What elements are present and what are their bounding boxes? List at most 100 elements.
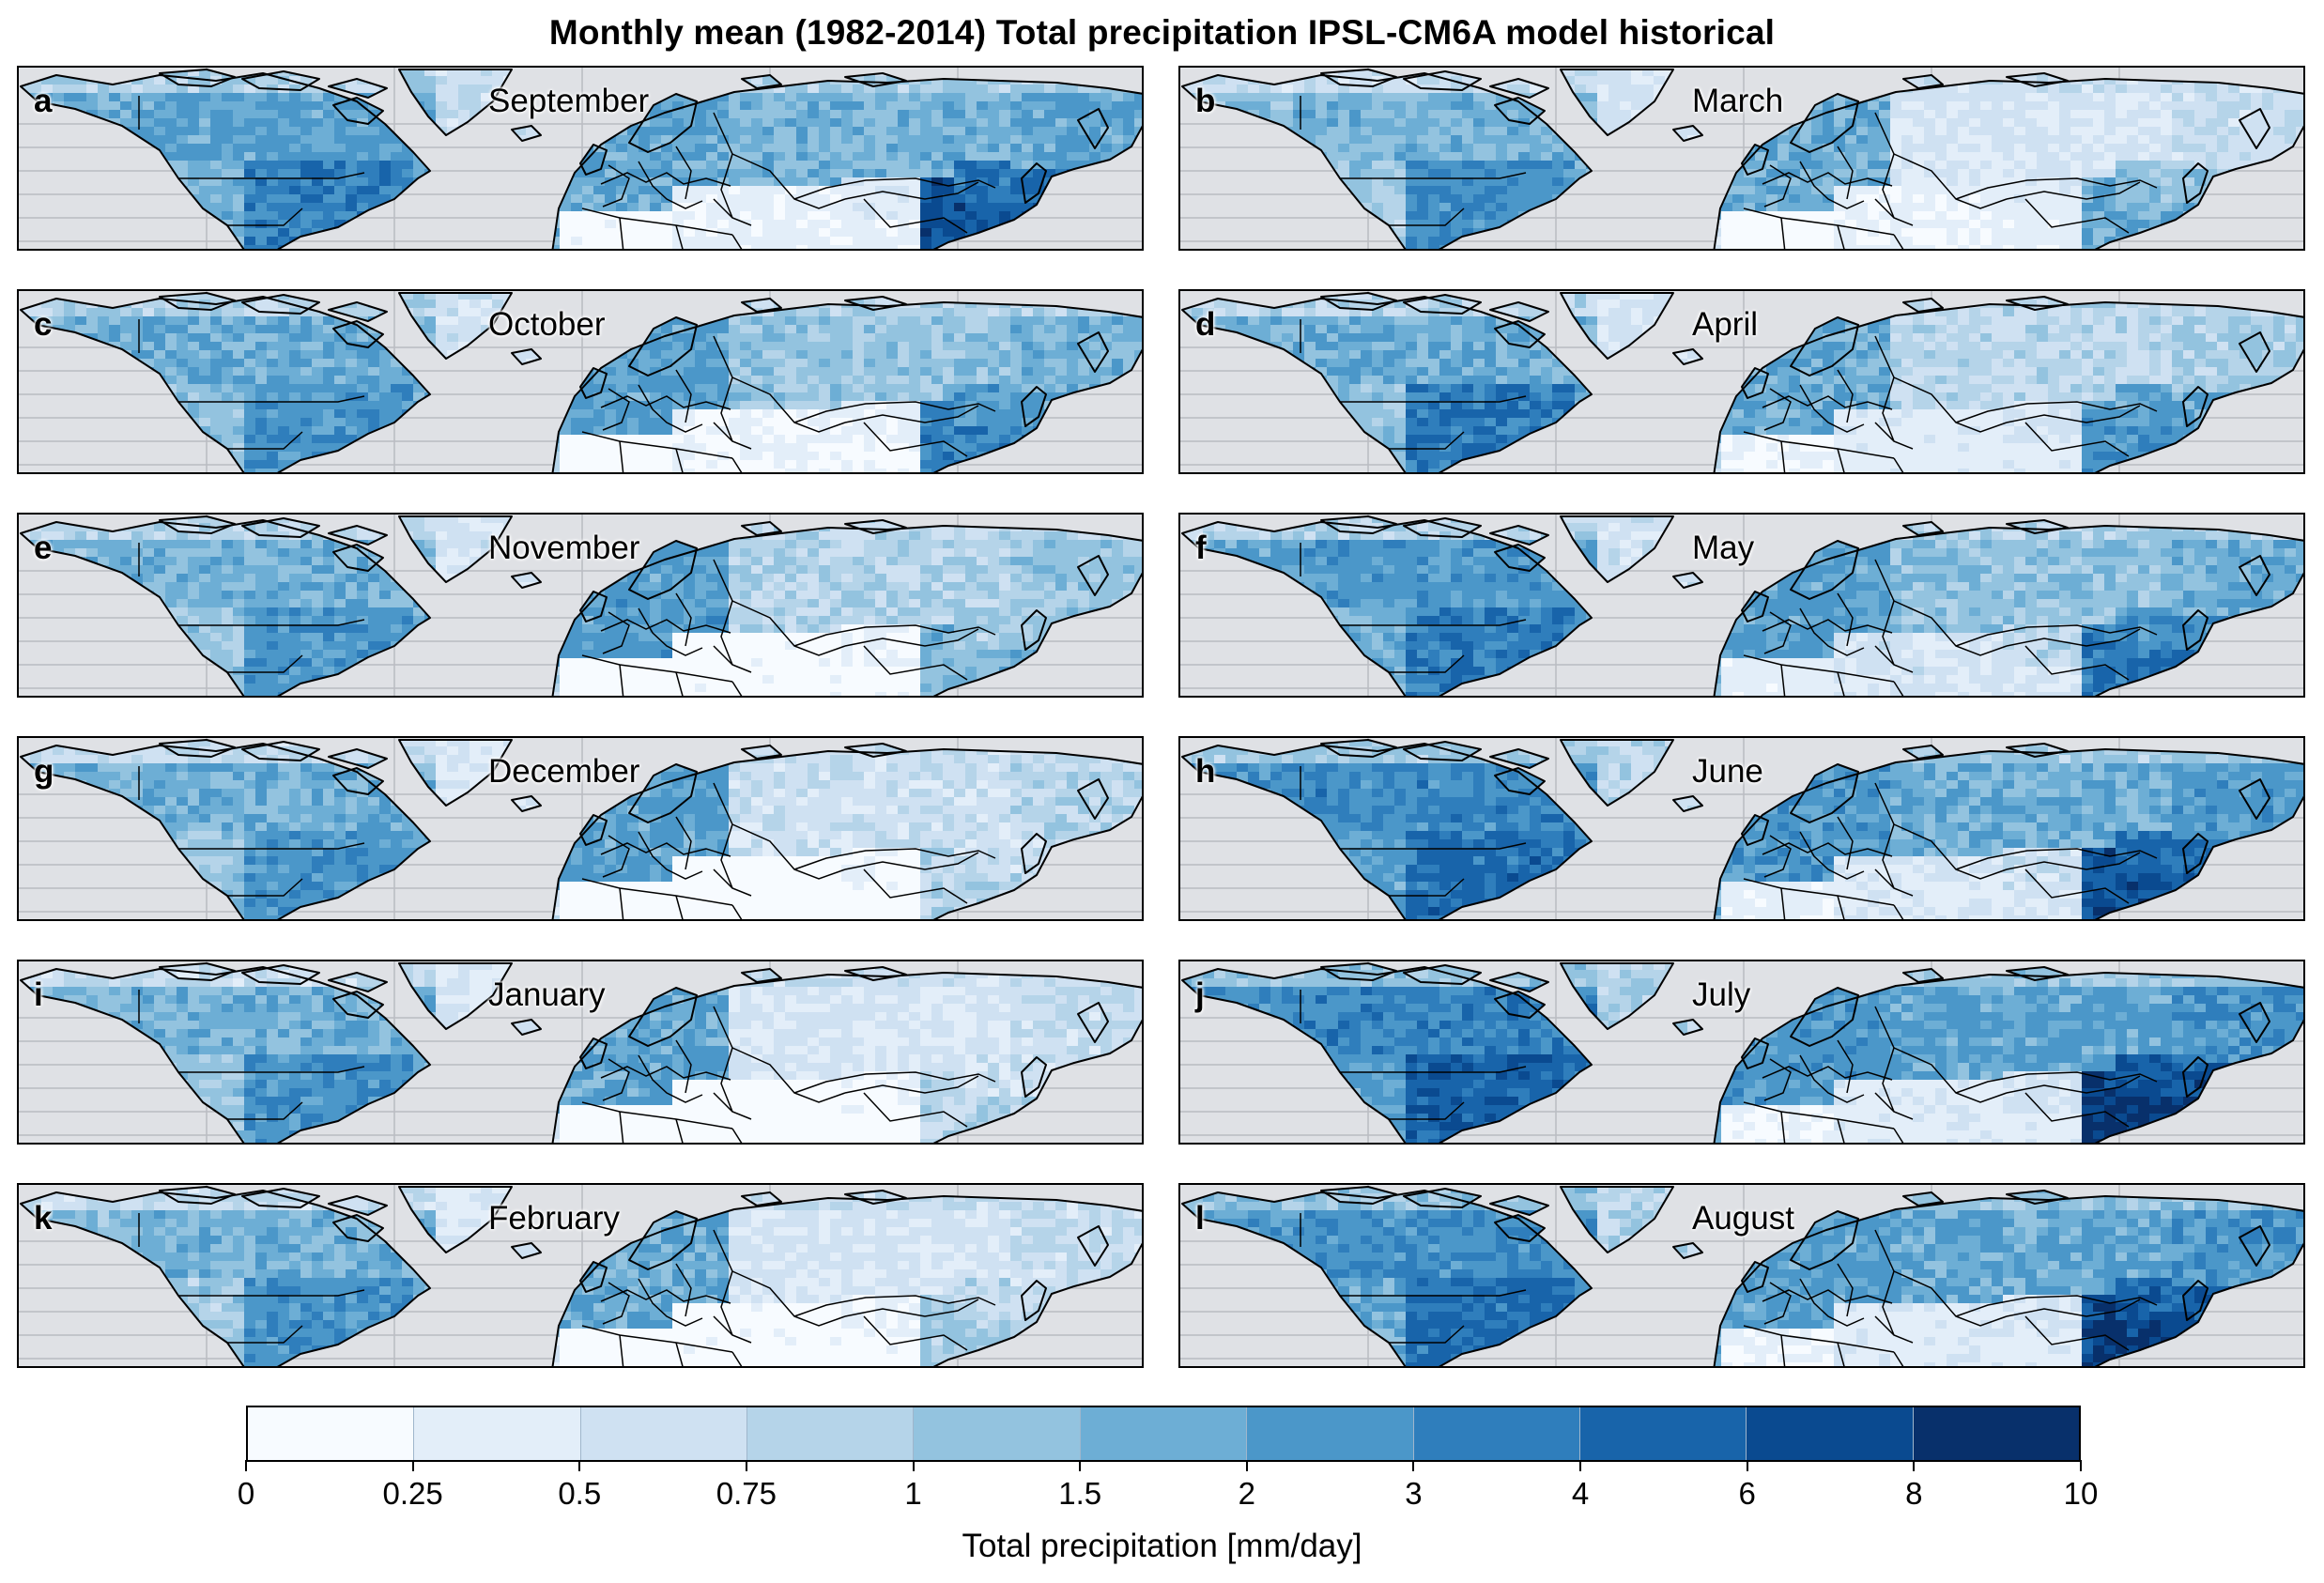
colorbar-segment xyxy=(747,1407,915,1460)
colorbar-tick xyxy=(2080,1460,2082,1471)
colorbar-segment xyxy=(1247,1407,1414,1460)
panel-letter: d xyxy=(1195,306,1215,344)
colorbar-segment xyxy=(1080,1407,1248,1460)
map-panel-e: e November xyxy=(17,513,1144,698)
panel-month-title: November xyxy=(488,530,639,567)
panel-letter: f xyxy=(1195,530,1207,567)
precipitation-map xyxy=(19,961,1142,1143)
precipitation-map xyxy=(19,1185,1142,1366)
colorbar-segment xyxy=(914,1407,1081,1460)
coastlines xyxy=(1181,1186,2303,1366)
colorbar-tick-label: 0.75 xyxy=(716,1476,777,1512)
colorbar-tick xyxy=(411,1460,414,1471)
country-borders xyxy=(1300,96,2158,249)
colorbar xyxy=(246,1406,2081,1462)
figure-title: Monthly mean (1982-2014) Total precipita… xyxy=(0,13,2324,53)
colorbar-tick-label: 1.5 xyxy=(1058,1476,1101,1512)
coastlines xyxy=(1181,292,2303,472)
panel-month-title: July xyxy=(1692,976,1750,1014)
panel-month-title: February xyxy=(488,1200,620,1237)
panel-letter: j xyxy=(1195,976,1205,1014)
panel-month-title: April xyxy=(1692,306,1758,344)
colorbar-tick xyxy=(1746,1460,1748,1471)
colorbar-label: Total precipitation [mm/day] xyxy=(0,1528,2324,1565)
map-panel-g: g December xyxy=(17,736,1144,921)
map-panel-i: i January xyxy=(17,960,1144,1145)
country-borders xyxy=(138,1213,996,1366)
colorbar-tick-label: 6 xyxy=(1739,1476,1756,1512)
precipitation-map xyxy=(1180,1185,2303,1366)
panel-month-title: May xyxy=(1692,530,1754,567)
panel-letter: h xyxy=(1195,753,1215,791)
precipitation-map xyxy=(1180,738,2303,919)
country-borders xyxy=(138,766,996,919)
map-panel-h: h June xyxy=(1178,736,2305,921)
country-borders xyxy=(138,319,996,472)
panel-letter: b xyxy=(1195,83,1215,120)
panel-letter: i xyxy=(34,976,43,1014)
coastlines xyxy=(1181,962,2303,1143)
coastlines xyxy=(1181,69,2303,249)
country-borders xyxy=(138,96,996,249)
coastlines xyxy=(20,69,1142,249)
colorbar-segment xyxy=(1747,1407,1914,1460)
country-borders xyxy=(138,543,996,696)
colorbar-segment xyxy=(414,1407,581,1460)
panel-letter: g xyxy=(34,753,54,791)
coastlines xyxy=(20,1186,1142,1366)
colorbar-tick-label: 1 xyxy=(904,1476,921,1512)
country-borders xyxy=(138,990,996,1143)
colorbar-tick-label: 10 xyxy=(2064,1476,2099,1512)
colorbar-tick xyxy=(745,1460,747,1471)
country-borders xyxy=(1300,766,2158,919)
colorbar-tick-label: 4 xyxy=(1572,1476,1589,1512)
country-borders xyxy=(1300,1213,2158,1366)
panel-month-title: September xyxy=(488,83,649,120)
colorbar-segment xyxy=(1913,1407,2079,1460)
map-panel-l: l August xyxy=(1178,1183,2305,1368)
panel-letter: a xyxy=(34,83,52,120)
map-panel-c: c October xyxy=(17,289,1144,474)
colorbar-segment xyxy=(1579,1407,1747,1460)
colorbar-tick-label: 2 xyxy=(1239,1476,1255,1512)
map-panel-b: b March xyxy=(1178,66,2305,251)
colorbar-segment xyxy=(580,1407,748,1460)
precipitation-map xyxy=(1180,515,2303,696)
precipitation-map xyxy=(1180,291,2303,472)
precipitation-map xyxy=(19,738,1142,919)
colorbar-tick xyxy=(1079,1460,1082,1471)
panel-month-title: March xyxy=(1692,83,1783,120)
panel-letter: c xyxy=(34,306,52,344)
colorbar-tick-label: 0.25 xyxy=(383,1476,443,1512)
map-panel-d: d April xyxy=(1178,289,2305,474)
precipitation-map xyxy=(19,515,1142,696)
panel-month-title: January xyxy=(488,976,606,1014)
colorbar-tick-label: 8 xyxy=(1905,1476,1922,1512)
coastlines xyxy=(20,739,1142,919)
panel-letter: l xyxy=(1195,1200,1205,1237)
panel-letter: e xyxy=(34,530,52,567)
coastlines xyxy=(20,515,1142,696)
panel-month-title: June xyxy=(1692,753,1763,791)
precipitation-map xyxy=(19,68,1142,249)
precipitation-map xyxy=(19,291,1142,472)
colorbar-tick xyxy=(1579,1460,1582,1471)
panel-month-title: December xyxy=(488,753,639,791)
map-panel-j: j July xyxy=(1178,960,2305,1145)
panel-month-title: October xyxy=(488,306,606,344)
panel-letter: k xyxy=(34,1200,52,1237)
panel-month-title: August xyxy=(1692,1200,1794,1237)
country-borders xyxy=(1300,543,2158,696)
country-borders xyxy=(1300,319,2158,472)
colorbar-segment xyxy=(1413,1407,1580,1460)
coastlines xyxy=(1181,739,2303,919)
colorbar-tick-label: 0 xyxy=(238,1476,254,1512)
coastlines xyxy=(20,962,1142,1143)
country-borders xyxy=(1300,990,2158,1143)
colorbar-tick xyxy=(1245,1460,1248,1471)
map-panel-a: a September xyxy=(17,66,1144,251)
colorbar-tick xyxy=(1913,1460,1916,1471)
colorbar-tick xyxy=(578,1460,581,1471)
colorbar-segment xyxy=(248,1407,415,1460)
colorbar-tick xyxy=(1412,1460,1415,1471)
